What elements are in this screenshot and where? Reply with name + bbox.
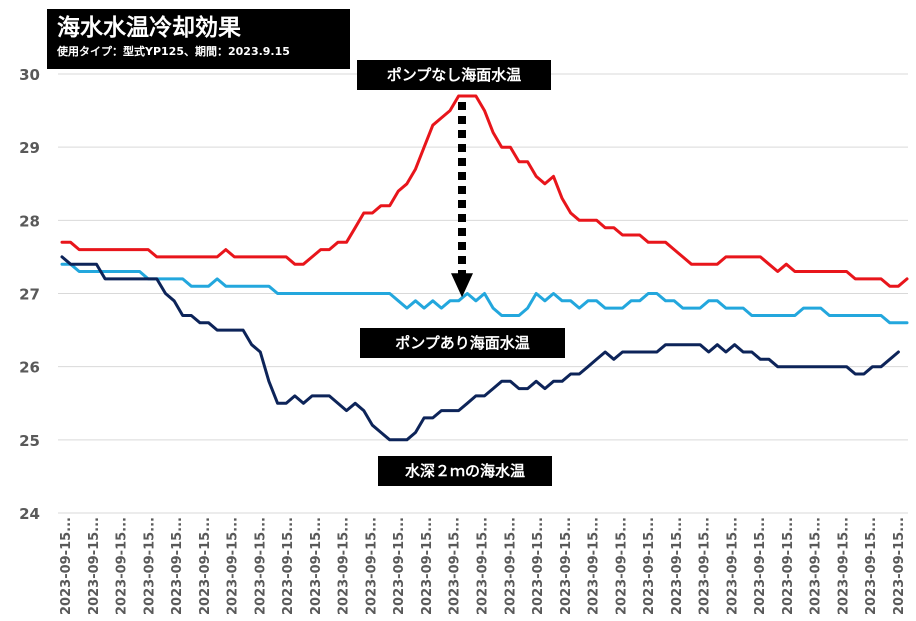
- series-line-0: [60, 94, 909, 288]
- x-tick-label: 2023-09-15...: [170, 517, 185, 615]
- x-tick-label: 2023-09-15...: [559, 517, 574, 615]
- x-tick-label: 2023-09-15...: [531, 517, 546, 615]
- x-tick-label: 2023-09-15...: [892, 517, 907, 615]
- x-tick-label: 2023-09-15...: [198, 517, 213, 615]
- y-tick-label: 30: [19, 66, 40, 84]
- gridlines: [58, 73, 908, 514]
- x-tick-label: 2023-09-15...: [614, 517, 629, 615]
- x-tick-label: 2023-09-15...: [476, 517, 491, 615]
- y-tick-label: 27: [19, 286, 40, 304]
- series-line-2: [60, 255, 900, 442]
- x-tick-label: 2023-09-15...: [115, 517, 130, 615]
- x-tick-label: 2023-09-15...: [836, 517, 851, 615]
- x-axis: 2023-09-15... 2023-09-15... 2023-09-15... 2…: [59, 517, 907, 615]
- annotation-depth-2m: 水深２ｍの海水温: [378, 456, 552, 486]
- x-tick-label: 2023-09-15...: [309, 517, 324, 615]
- y-tick-label: 24: [19, 505, 40, 523]
- x-tick-label: 2023-09-15...: [587, 517, 602, 615]
- series-layer: [60, 94, 909, 442]
- arrow-head: [451, 273, 473, 298]
- chart-subtitle: 使用タイプ：型式YP125、期間：2023.9.15: [57, 45, 290, 58]
- chart-title: 海水水温冷却効果: [57, 15, 241, 41]
- x-tick-label: 2023-09-15...: [503, 517, 518, 615]
- x-tick-label: 2023-09-15...: [642, 517, 657, 615]
- y-tick-label: 29: [19, 139, 40, 157]
- x-tick-label: 2023-09-15...: [142, 517, 157, 615]
- annotation-with-pump: ポンプあり海面水温: [360, 328, 565, 358]
- x-tick-label: 2023-09-15...: [781, 517, 796, 615]
- x-tick-label: 2023-09-15...: [725, 517, 740, 615]
- y-axis: 24 25 26 27 28 29 30: [19, 66, 40, 523]
- x-tick-label: 2023-09-15...: [864, 517, 879, 615]
- x-tick-label: 2023-09-15...: [281, 517, 296, 615]
- x-tick-label: 2023-09-15...: [364, 517, 379, 615]
- y-tick-label: 26: [19, 359, 40, 377]
- annotation-no-pump: ポンプなし海面水温: [357, 60, 551, 90]
- x-tick-label: 2023-09-15...: [226, 517, 241, 615]
- x-tick-label: 2023-09-15...: [448, 517, 463, 615]
- down-arrow-icon: [451, 101, 473, 298]
- y-tick-label: 25: [19, 432, 40, 450]
- chart-title-box: 海水水温冷却効果 使用タイプ：型式YP125、期間：2023.9.15: [47, 9, 350, 69]
- x-tick-label: 2023-09-15...: [809, 517, 824, 615]
- x-tick-label: 2023-09-15...: [87, 517, 102, 615]
- x-tick-label: 2023-09-15...: [59, 517, 74, 615]
- x-tick-label: 2023-09-15...: [337, 517, 352, 615]
- x-tick-label: 2023-09-15...: [392, 517, 407, 615]
- x-tick-label: 2023-09-15...: [253, 517, 268, 615]
- x-tick-label: 2023-09-15...: [698, 517, 713, 615]
- x-tick-label: 2023-09-15...: [670, 517, 685, 615]
- x-tick-label: 2023-09-15...: [420, 517, 435, 615]
- x-tick-label: 2023-09-15...: [753, 517, 768, 615]
- y-tick-label: 28: [19, 212, 40, 230]
- series-line-1: [60, 262, 909, 325]
